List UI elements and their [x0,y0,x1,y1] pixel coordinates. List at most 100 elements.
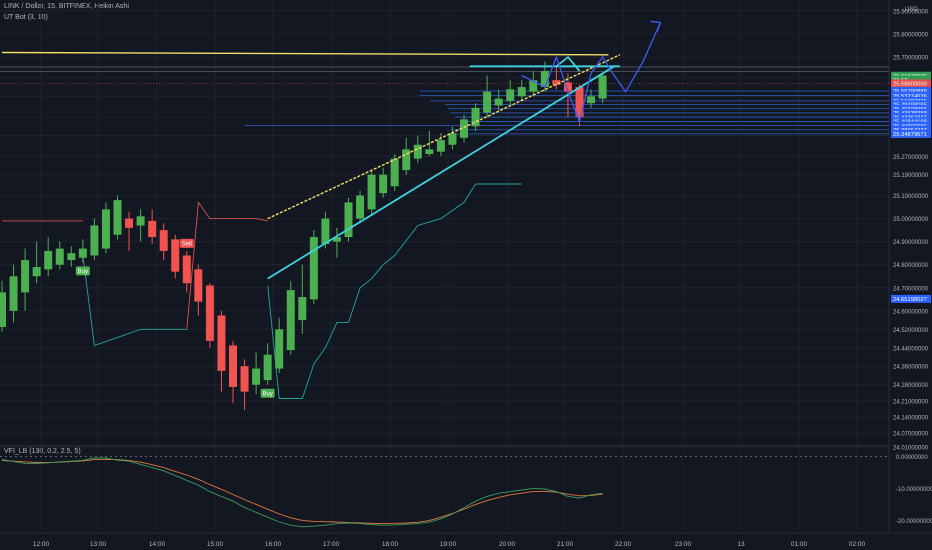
candle-body [252,368,261,385]
price-tags: 25.6187900001:1325.5860000025.5529088825… [891,71,931,303]
trailing-stop-green [82,255,187,347]
candle-43 [494,89,503,111]
candle-4 [44,237,53,277]
signal-label: Buy [262,392,272,398]
candle-9 [101,202,110,254]
candle-body [136,216,145,226]
candle-body [483,91,492,113]
candle-body [298,297,307,321]
candle-23 [263,343,272,385]
time-tick-label: 02:00 [849,541,866,548]
candle-body [78,248,87,258]
vfi-pane: 0.00000000 -10.00000000 -20.00000000 [0,455,932,528]
candle-0 [0,280,6,332]
time-tick-label: 23:00 [675,541,692,548]
price-tag-label: 25.34879671 [893,132,927,138]
candle-body [55,248,64,265]
price-tag-box [891,113,931,122]
candle-body [205,285,214,341]
candle-body [44,250,53,270]
candle-8 [90,218,99,261]
symbol-legend[interactable]: LINK / Dollar, 15, BITFINEX, Heikin Ashi [4,3,129,10]
candle-body [598,75,607,99]
trendline-yellow-horizontal [1,51,609,56]
grid-lines [0,0,889,530]
candle-body [101,209,110,249]
time-tick-label: 01:00 [791,541,808,548]
projection-arrowhead [650,20,662,32]
candle-body [321,218,330,244]
price-tag-box [891,125,931,134]
time-tick-label: 20:00 [499,541,516,548]
candle-body [229,345,237,388]
candle-6 [67,246,76,268]
candle-body [240,366,249,392]
time-tick-label: 19:00 [440,541,457,548]
time-tick-label: 13:00 [90,541,107,548]
signal-label: Buy [78,269,88,275]
price-tag-box [891,129,931,138]
signal-label: Sell [182,242,192,248]
price-tag: 24.65198027 [891,294,931,303]
candle-2 [21,248,30,311]
time-tick-label: 13 [737,541,745,548]
candle-body [471,107,480,127]
candle-body [425,149,434,154]
ut-bot-legend[interactable]: UT Bot (3, 10) [4,14,48,21]
level-lines [245,90,889,135]
candle-20 [229,340,237,404]
signal-badge [179,238,194,248]
candles [0,61,607,411]
candle-body [552,80,561,85]
candle-39 [448,126,457,150]
price-tag: 25.34879671 [891,129,931,138]
candle-35 [402,137,411,175]
signal-badge [75,266,90,276]
price-tag-box [891,108,931,117]
candle-18 [205,283,214,348]
price-tick-label: 25.10000000 [893,194,929,200]
vfi-legend[interactable]: VFI_LB (130, 0.2, 2.5, 5) [4,448,81,455]
candle-body [332,237,341,242]
candle-42 [483,75,492,118]
candle-13 [148,209,157,244]
candle-body [494,98,503,106]
candle-body [171,239,180,272]
candle-12 [136,209,145,242]
candle-3 [32,241,41,284]
price-tick-label: 24.60000000 [893,309,929,315]
time-tick-label: 17:00 [323,541,340,548]
candle-38 [436,133,445,157]
candle-21 [240,359,249,411]
candle-22 [252,352,261,394]
candle-40 [460,114,468,143]
candle-16 [182,250,191,293]
price-tick-label: 24.90000000 [893,240,929,246]
trendline-cyan-lower [267,65,615,280]
candle-body [344,202,353,238]
vfi-signal-line [1,458,603,525]
candle-51 [587,89,596,108]
time-tick-label: 22:00 [615,541,632,548]
candle-body [587,96,596,104]
candle-body [517,87,526,97]
candle-body [448,133,457,145]
price-tick-label: 24.44000000 [893,346,929,352]
price-tick-label: 25.27000000 [893,155,929,161]
price-tick-label: 24.07000000 [893,432,929,438]
price-tag-box [891,104,931,113]
signal-badge [260,388,275,398]
candle-body [90,225,99,256]
candle-body [21,260,30,293]
candle-body [436,140,445,152]
price-tag-box [891,117,931,126]
time-tick-label: 16:00 [265,541,282,548]
price-tick-label: 25.80000000 [893,32,929,38]
price-tag-box [891,79,931,88]
price-tag: 25.53274636 [891,91,931,100]
candle-32 [367,170,376,214]
candle-body [402,149,411,171]
vfi-tick-label: 0.00000000 [896,455,928,461]
candle-body [182,255,191,284]
